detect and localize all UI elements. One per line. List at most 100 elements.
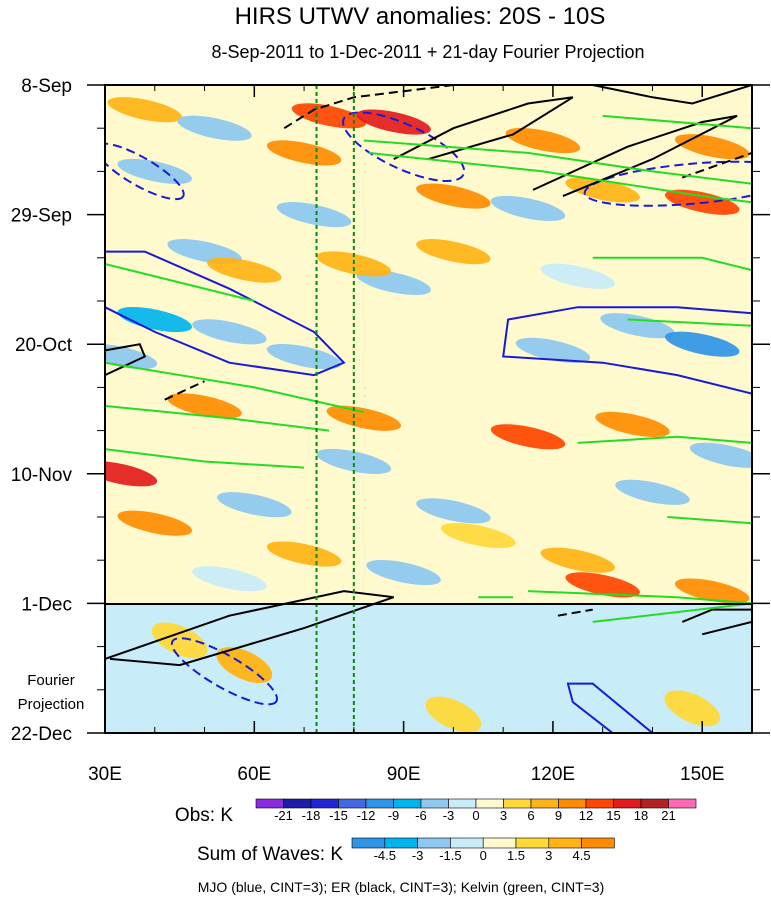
anomaly-blob bbox=[266, 343, 342, 370]
anomaly-blob bbox=[615, 479, 690, 505]
anomaly-blob bbox=[266, 541, 342, 567]
obs-colorbar-tick-label: -18 bbox=[302, 808, 321, 823]
waves-colorbar-tick-label: 1.5 bbox=[507, 848, 525, 863]
mjo-contour bbox=[342, 111, 466, 183]
waves-colorbar-tick-label: 3 bbox=[545, 848, 552, 863]
anomaly-blob bbox=[416, 498, 491, 524]
anomaly-blob bbox=[167, 393, 242, 419]
obs-colorbar-swatch bbox=[310, 798, 339, 809]
anomaly-blob bbox=[505, 127, 581, 154]
waves-colorbar-swatch bbox=[581, 837, 615, 849]
kelvin-contour bbox=[105, 404, 330, 432]
obs-colorbar-tick-label: 21 bbox=[661, 808, 675, 823]
anomaly-blob bbox=[366, 559, 441, 586]
anomaly-blob bbox=[105, 461, 158, 487]
kelvin-contour bbox=[602, 114, 752, 130]
anomaly-blob bbox=[565, 177, 640, 203]
x-tick-label: 150E bbox=[680, 764, 724, 785]
obs-colorbar-tick-label: 6 bbox=[527, 808, 534, 823]
anomaly-blob bbox=[665, 331, 740, 357]
er-contour bbox=[164, 380, 205, 401]
er-contour bbox=[592, 85, 752, 105]
obs-colorbar-swatch bbox=[338, 798, 367, 809]
obs-colorbar-swatch bbox=[640, 798, 669, 809]
obs-colorbar-swatch bbox=[448, 798, 477, 809]
anomaly-blob bbox=[356, 109, 431, 135]
anomaly-blob bbox=[217, 492, 292, 518]
y-tick-label: 22-Dec bbox=[11, 724, 72, 745]
kelvin-contour bbox=[627, 318, 752, 327]
er-contour bbox=[105, 590, 395, 667]
anomaly-blob bbox=[674, 134, 750, 160]
wave-contours bbox=[105, 85, 752, 733]
kelvin-contour bbox=[105, 361, 365, 414]
obs-colorbar: -21 -18 -15 -12 -9 -6 -3 0 3 6 9 12 15 18 21 bbox=[255, 798, 697, 823]
kelvin-contour bbox=[667, 516, 752, 525]
obs-colorbar-tick-label: -15 bbox=[329, 808, 348, 823]
anomaly-blob bbox=[565, 572, 640, 598]
plot-area bbox=[105, 85, 752, 733]
x-tick-label: 90E bbox=[387, 764, 421, 785]
anomaly-blob bbox=[540, 263, 616, 289]
anomaly-blob bbox=[192, 319, 267, 345]
y-tick-label: 20-Oct bbox=[15, 335, 73, 356]
anomaly-blob bbox=[316, 448, 392, 475]
obs-colorbar-swatch bbox=[393, 798, 422, 809]
waves-colorbar-tick-label: 4.5 bbox=[573, 848, 591, 863]
er-contour bbox=[283, 85, 454, 130]
waves-colorbar-swatch bbox=[482, 837, 517, 849]
obs-colorbar-swatch bbox=[420, 798, 449, 809]
er-contour bbox=[681, 151, 752, 179]
mjo-contour bbox=[170, 637, 279, 706]
anomaly-blob bbox=[490, 424, 566, 450]
anomaly-blob bbox=[117, 510, 192, 536]
kelvin-contour bbox=[527, 590, 752, 605]
anomaly-blob bbox=[490, 195, 566, 222]
er-contour bbox=[393, 96, 574, 161]
projection-label-line2: Projection bbox=[18, 696, 85, 713]
waves-colorbar-label: Sum of Waves: K bbox=[197, 844, 343, 865]
projection-anomaly-blob bbox=[151, 622, 208, 659]
plot-frame bbox=[104, 84, 753, 734]
anomaly-blob bbox=[117, 158, 192, 184]
obs-colorbar-swatch bbox=[283, 798, 312, 809]
obs-colorbar-tick-label: 9 bbox=[555, 808, 562, 823]
obs-colorbar-label: Obs: K bbox=[175, 805, 233, 826]
anomaly-blob bbox=[600, 313, 675, 339]
obs-colorbar-tick-label: -21 bbox=[274, 808, 293, 823]
obs-colorbar-swatch bbox=[530, 798, 559, 809]
obs-colorbar-tick-label: -9 bbox=[388, 808, 400, 823]
er-contour bbox=[532, 114, 738, 198]
anomaly-field bbox=[105, 97, 752, 733]
kelvin-contour bbox=[592, 256, 752, 272]
obs-colorbar-tick-label: 12 bbox=[579, 808, 593, 823]
mjo-contour bbox=[583, 160, 752, 207]
obs-colorbar-swatch bbox=[613, 798, 642, 809]
projection-anomaly-blob bbox=[515, 647, 571, 684]
obs-colorbar-swatch bbox=[365, 798, 394, 809]
anomaly-blob bbox=[441, 522, 516, 549]
obs-colorbar-swatch bbox=[558, 798, 587, 809]
obs-colorbar-tick-label: 0 bbox=[472, 808, 479, 823]
kelvin-contour bbox=[105, 263, 255, 302]
y-tick-label: 8-Sep bbox=[21, 76, 72, 97]
obs-colorbar-tick-label: -6 bbox=[415, 808, 427, 823]
projection-background bbox=[105, 604, 752, 733]
anomaly-blob bbox=[540, 547, 616, 573]
anomaly-blob bbox=[107, 97, 183, 123]
anomaly-blob bbox=[674, 578, 750, 604]
kelvin-contour bbox=[105, 448, 305, 469]
obs-colorbar-tick-label: -12 bbox=[357, 808, 376, 823]
anomaly-blob bbox=[416, 239, 491, 265]
axes: 30E 60E 90E 120E 150E 8-Sep 29-Sep 20-Oct 10-Nov… bbox=[11, 76, 770, 785]
chart-subtitle: 8-Sep-2011 to 1-Dec-2011 + 21-day Fourie… bbox=[211, 42, 644, 62]
waves-colorbar-swatch bbox=[515, 837, 550, 849]
obs-colorbar-swatch bbox=[585, 798, 614, 809]
obs-colorbar-tick-label: 18 bbox=[634, 808, 648, 823]
projection-label-line1: Fourier bbox=[27, 672, 75, 689]
kelvin-contour bbox=[592, 602, 752, 623]
chart-title: HIRS UTWV anomalies: 20S - 10S bbox=[235, 3, 606, 30]
obs-colorbar-tick-label: -3 bbox=[443, 808, 455, 823]
obs-colorbar-tick-label: 3 bbox=[500, 808, 507, 823]
